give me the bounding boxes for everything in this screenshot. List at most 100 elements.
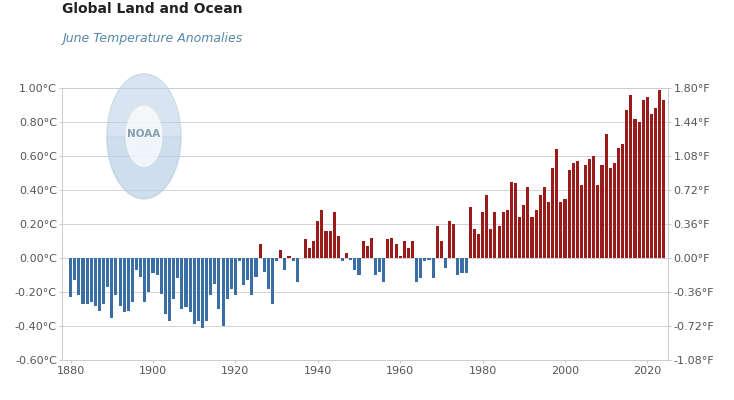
Text: June Temperature Anomalies: June Temperature Anomalies xyxy=(62,32,243,45)
Bar xyxy=(288,256,291,258)
Bar xyxy=(608,168,612,258)
Bar xyxy=(98,258,101,311)
Bar xyxy=(448,221,451,258)
Bar xyxy=(102,258,105,304)
Bar xyxy=(106,258,109,287)
Bar xyxy=(214,258,217,284)
Polygon shape xyxy=(107,136,181,199)
Bar xyxy=(312,241,315,258)
Bar xyxy=(539,195,542,258)
Bar xyxy=(353,258,357,270)
Bar xyxy=(201,258,204,328)
Bar xyxy=(399,256,401,258)
Bar xyxy=(485,195,488,258)
Bar xyxy=(460,258,463,273)
Bar xyxy=(518,217,521,258)
Bar xyxy=(320,210,324,258)
Bar xyxy=(424,258,426,262)
Bar xyxy=(242,258,245,285)
Bar xyxy=(629,95,633,258)
Bar xyxy=(184,258,187,307)
Bar xyxy=(465,258,468,273)
Bar xyxy=(349,258,352,260)
Bar xyxy=(415,258,418,282)
Bar xyxy=(324,231,327,258)
Bar xyxy=(156,258,159,275)
Bar xyxy=(564,198,567,258)
Bar xyxy=(378,258,381,272)
Bar xyxy=(341,258,344,262)
Bar xyxy=(337,236,340,258)
Bar xyxy=(444,258,447,268)
Bar xyxy=(650,114,653,258)
Bar xyxy=(477,234,480,258)
Bar xyxy=(551,168,554,258)
Bar xyxy=(172,258,175,299)
Bar xyxy=(481,212,484,258)
Bar xyxy=(118,258,122,306)
Bar xyxy=(600,164,603,258)
Bar xyxy=(94,258,97,306)
Bar xyxy=(115,258,117,295)
Bar xyxy=(403,241,406,258)
Bar xyxy=(547,202,550,258)
Bar xyxy=(127,258,130,311)
Bar xyxy=(357,258,360,275)
Bar xyxy=(209,258,212,295)
Bar xyxy=(662,100,665,258)
Bar xyxy=(584,164,587,258)
Bar xyxy=(345,253,348,258)
Bar xyxy=(638,122,641,258)
Bar xyxy=(555,149,559,258)
Bar xyxy=(189,258,192,312)
Circle shape xyxy=(126,106,161,166)
Bar xyxy=(567,170,570,258)
Bar xyxy=(407,248,410,258)
Bar xyxy=(621,144,624,258)
Bar xyxy=(217,258,220,309)
Bar xyxy=(436,226,439,258)
Bar xyxy=(73,258,76,280)
Bar xyxy=(316,221,319,258)
Bar xyxy=(238,258,241,262)
Bar xyxy=(390,238,393,258)
Text: Global Land and Ocean: Global Land and Ocean xyxy=(62,2,243,16)
Bar xyxy=(534,210,538,258)
Bar xyxy=(90,258,92,302)
Bar xyxy=(362,241,365,258)
Text: NOAA: NOAA xyxy=(127,128,161,138)
Bar xyxy=(131,258,134,302)
Bar xyxy=(522,205,526,258)
Bar xyxy=(658,90,661,258)
Bar xyxy=(151,258,155,273)
Bar xyxy=(176,258,179,278)
Bar xyxy=(271,258,274,304)
Bar xyxy=(419,258,422,278)
Bar xyxy=(197,258,200,321)
Bar xyxy=(139,258,142,277)
Bar xyxy=(304,239,307,258)
Bar xyxy=(164,258,167,314)
Bar xyxy=(411,241,414,258)
Bar xyxy=(255,258,258,277)
Bar xyxy=(123,258,126,312)
Bar xyxy=(267,258,270,289)
Bar xyxy=(110,258,113,318)
Bar xyxy=(559,202,562,258)
Circle shape xyxy=(107,74,181,199)
Bar xyxy=(370,238,373,258)
Bar xyxy=(580,185,583,258)
Bar xyxy=(510,182,513,258)
Bar xyxy=(526,186,529,258)
Bar xyxy=(617,148,620,258)
Bar xyxy=(308,248,311,258)
Bar xyxy=(263,258,266,272)
Bar xyxy=(506,210,509,258)
Bar xyxy=(86,258,89,304)
Bar xyxy=(646,96,649,258)
Bar xyxy=(514,183,517,258)
Bar xyxy=(329,231,332,258)
Bar xyxy=(225,258,229,299)
Bar xyxy=(135,258,138,270)
Bar xyxy=(531,217,534,258)
